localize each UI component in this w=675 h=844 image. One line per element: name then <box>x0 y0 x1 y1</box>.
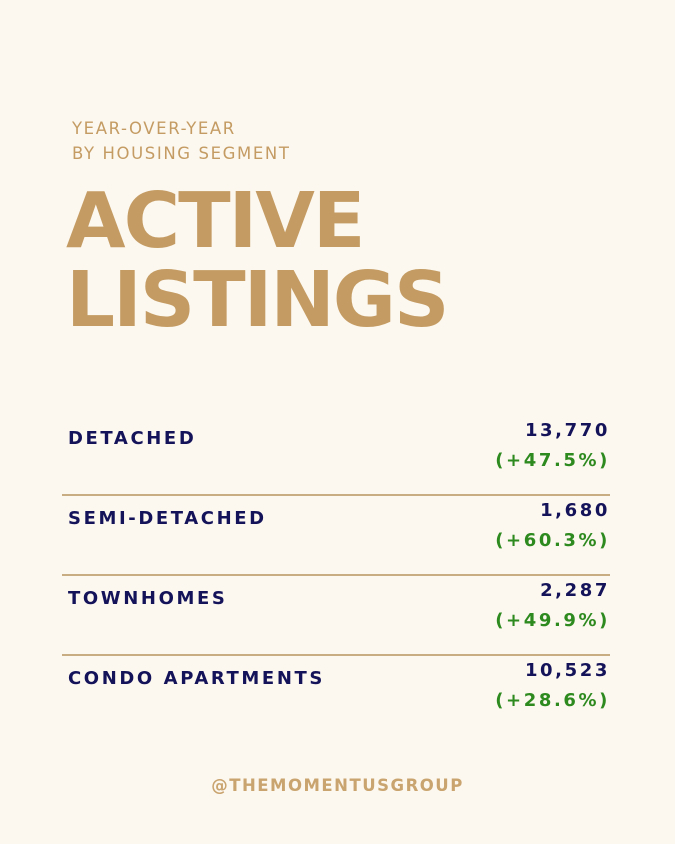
subtitle: YEAR-OVER-YEAR BY HOUSING SEGMENT <box>72 116 291 166</box>
page-title: ACTIVE LISTINGS <box>66 177 449 345</box>
row-divider <box>62 574 610 576</box>
segment-row-townhomes: TOWNHOMES 2,287 (+49.9%) <box>62 576 610 656</box>
segment-label: CONDO APARTMENTS <box>68 668 325 689</box>
segment-values: 1,680 (+60.3%) <box>495 496 610 556</box>
segment-list: DETACHED 13,770 (+47.5%) SEMI-DETACHED 1… <box>62 416 610 736</box>
segment-change: (+49.9%) <box>495 610 610 631</box>
subtitle-line-2: BY HOUSING SEGMENT <box>72 144 291 163</box>
segment-label: DETACHED <box>68 428 197 449</box>
segment-change: (+60.3%) <box>495 530 610 551</box>
segment-count: 13,770 <box>524 420 610 441</box>
segment-change: (+47.5%) <box>495 450 610 471</box>
segment-row-condo-apartments: CONDO APARTMENTS 10,523 (+28.6%) <box>62 656 610 736</box>
title-line-1: ACTIVE <box>66 177 365 266</box>
row-divider <box>62 494 610 496</box>
segment-count: 10,523 <box>524 660 610 681</box>
segment-row-detached: DETACHED 13,770 (+47.5%) <box>62 416 610 496</box>
segment-values: 10,523 (+28.6%) <box>495 656 610 716</box>
segment-values: 2,287 (+49.9%) <box>495 576 610 636</box>
segment-count: 2,287 <box>540 580 610 601</box>
segment-count: 1,680 <box>540 500 610 521</box>
subtitle-line-1: YEAR-OVER-YEAR <box>72 119 236 138</box>
segment-change: (+28.6%) <box>495 690 610 711</box>
segment-label: TOWNHOMES <box>68 588 228 609</box>
segment-label: SEMI-DETACHED <box>68 508 267 529</box>
row-divider <box>62 654 610 656</box>
segment-row-semi-detached: SEMI-DETACHED 1,680 (+60.3%) <box>62 496 610 576</box>
segment-values: 13,770 (+47.5%) <box>495 416 610 476</box>
social-handle: @THEMOMENTUSGROUP <box>211 776 464 795</box>
title-line-2: LISTINGS <box>66 256 449 345</box>
